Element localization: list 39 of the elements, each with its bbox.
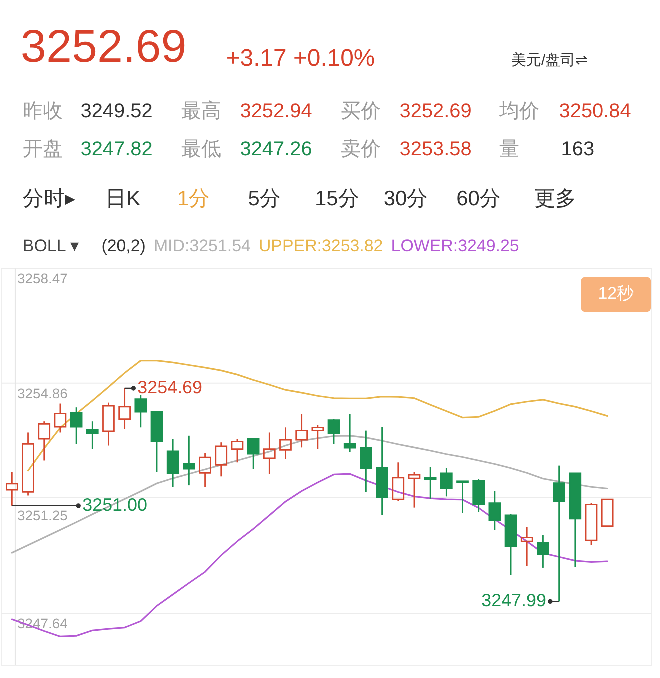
annotation: 3254.69 [138, 377, 203, 398]
text: 3253.58 [400, 138, 472, 161]
text: 3247.82 [80, 138, 153, 161]
y-tick-label: 3251.25 [17, 507, 68, 524]
text: 1分 [177, 187, 210, 210]
text: 3252.69 [20, 20, 187, 72]
text: 分时▸ [22, 187, 76, 210]
text: 量 [499, 138, 520, 161]
text: 买价 [340, 100, 381, 123]
y-tick-label: 3254.86 [17, 386, 68, 402]
text: 昨收 [22, 100, 63, 123]
text: 3252.94 [240, 100, 312, 123]
text: 更多 [534, 187, 576, 210]
text: MID:3251.54 [154, 236, 251, 256]
text: 开盘 [22, 138, 63, 161]
annotation: 12秒 [598, 284, 634, 304]
text: 3250.84 [559, 100, 632, 123]
text: BOLL ▾ [22, 236, 80, 256]
text: 60分 [456, 187, 501, 210]
text: UPPER:3253.82 [258, 236, 384, 256]
text: 最低 [181, 138, 222, 161]
text: 3249.52 [80, 100, 153, 123]
text: 卖价 [340, 138, 381, 161]
text: 3247.26 [240, 138, 312, 161]
text: 5分 [248, 187, 281, 210]
text: 美元/盘司⇌ [511, 52, 589, 69]
y-tick-label: 3258.47 [17, 270, 68, 287]
annotation: 3251.00 [82, 494, 148, 515]
text: 最高 [181, 100, 222, 123]
text: 均价 [498, 100, 540, 123]
legend-title: (20,2) [102, 236, 146, 256]
chart-subtitle: +3.17 +0.10% [226, 44, 376, 72]
text: 15分 [315, 187, 360, 210]
text: 日K [106, 187, 141, 210]
text: LOWER:3249.25 [391, 236, 520, 256]
text: 163 [561, 138, 595, 161]
chart-title: 3252.69 [400, 100, 472, 123]
text: 30分 [384, 187, 428, 210]
annotation: 3247.99 [482, 590, 546, 611]
